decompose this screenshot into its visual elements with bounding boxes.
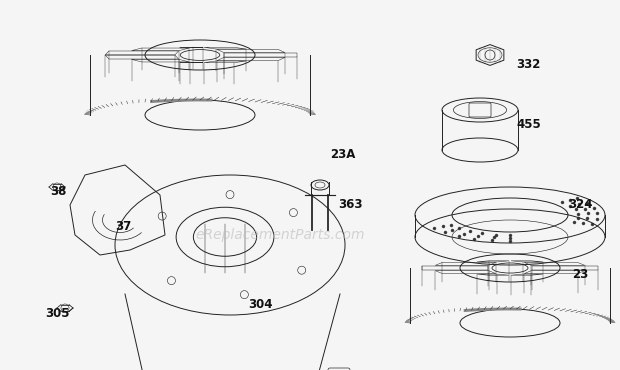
Text: 23: 23 [572,268,588,281]
Text: 455: 455 [516,118,541,131]
Text: 324: 324 [568,198,593,211]
Text: 305: 305 [45,307,69,320]
Text: 23A: 23A [330,148,355,161]
Text: 38: 38 [50,185,66,198]
Text: eReplacementParts.com: eReplacementParts.com [195,228,365,242]
Text: 37: 37 [115,220,131,233]
Text: 363: 363 [338,198,363,211]
Text: 304: 304 [248,298,273,311]
Text: 332: 332 [516,58,541,71]
